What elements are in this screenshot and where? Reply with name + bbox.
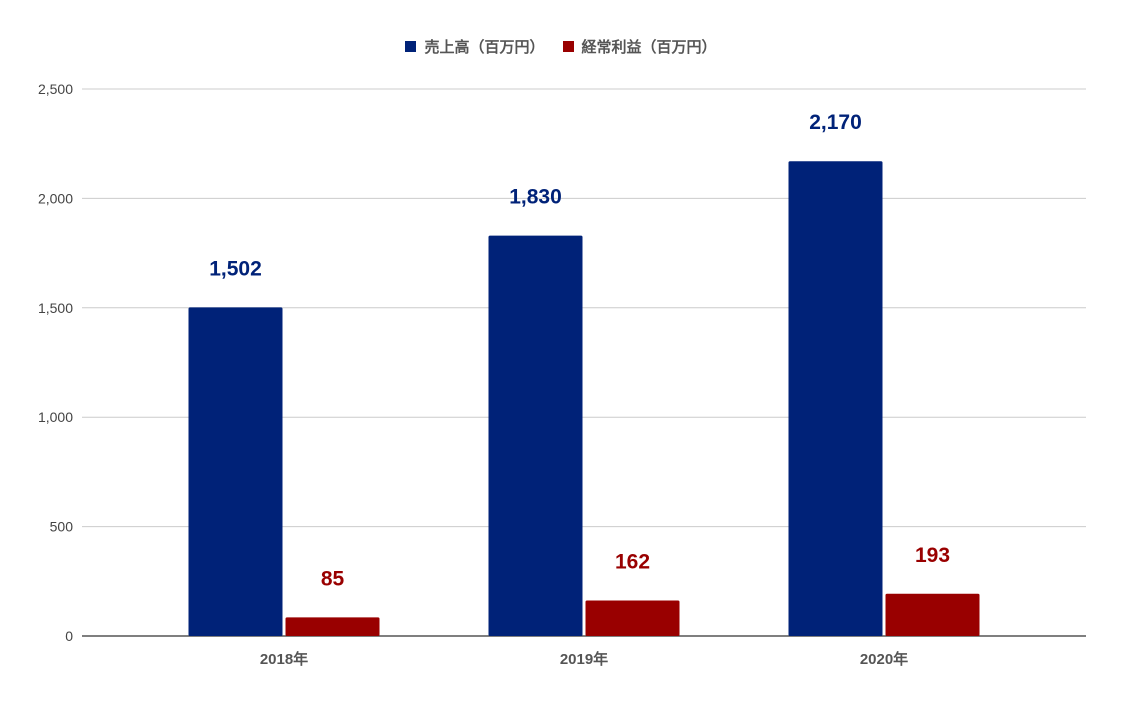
data-label-sales: 1,502	[209, 257, 262, 280]
data-label-profit: 162	[615, 551, 650, 574]
y-tick-label: 2,500	[38, 81, 73, 97]
data-label-sales: 1,830	[509, 186, 562, 209]
legend-swatch-profit	[562, 41, 574, 52]
x-tick-label: 2020年	[860, 650, 908, 668]
y-tick-label: 1,500	[38, 300, 73, 316]
bar-sales	[488, 235, 583, 636]
bar-profit	[585, 600, 680, 636]
y-tick-label: 0	[65, 628, 73, 644]
y-tick-label: 500	[50, 519, 74, 535]
y-tick-label: 2,000	[38, 190, 73, 206]
data-label-sales: 2,170	[809, 111, 862, 134]
data-label-profit: 193	[915, 544, 950, 567]
legend-item-profit: 経常利益（百万円）	[562, 36, 717, 57]
legend: 売上高（百万円） 経常利益（百万円）	[0, 36, 1122, 57]
bar-sales	[788, 161, 883, 637]
y-tick-label: 1,000	[38, 409, 73, 425]
legend-item-sales: 売上高（百万円）	[405, 36, 545, 57]
legend-swatch-sales	[405, 41, 417, 52]
legend-label-profit: 経常利益（百万円）	[581, 39, 717, 56]
legend-label-sales: 売上高（百万円）	[424, 39, 545, 56]
data-label-profit: 85	[321, 567, 345, 590]
bar-profit	[885, 593, 980, 636]
bar-sales	[188, 307, 283, 636]
x-tick-label: 2019年	[560, 650, 608, 668]
bar-profit	[285, 617, 380, 636]
x-tick-label: 2018年	[260, 650, 308, 668]
